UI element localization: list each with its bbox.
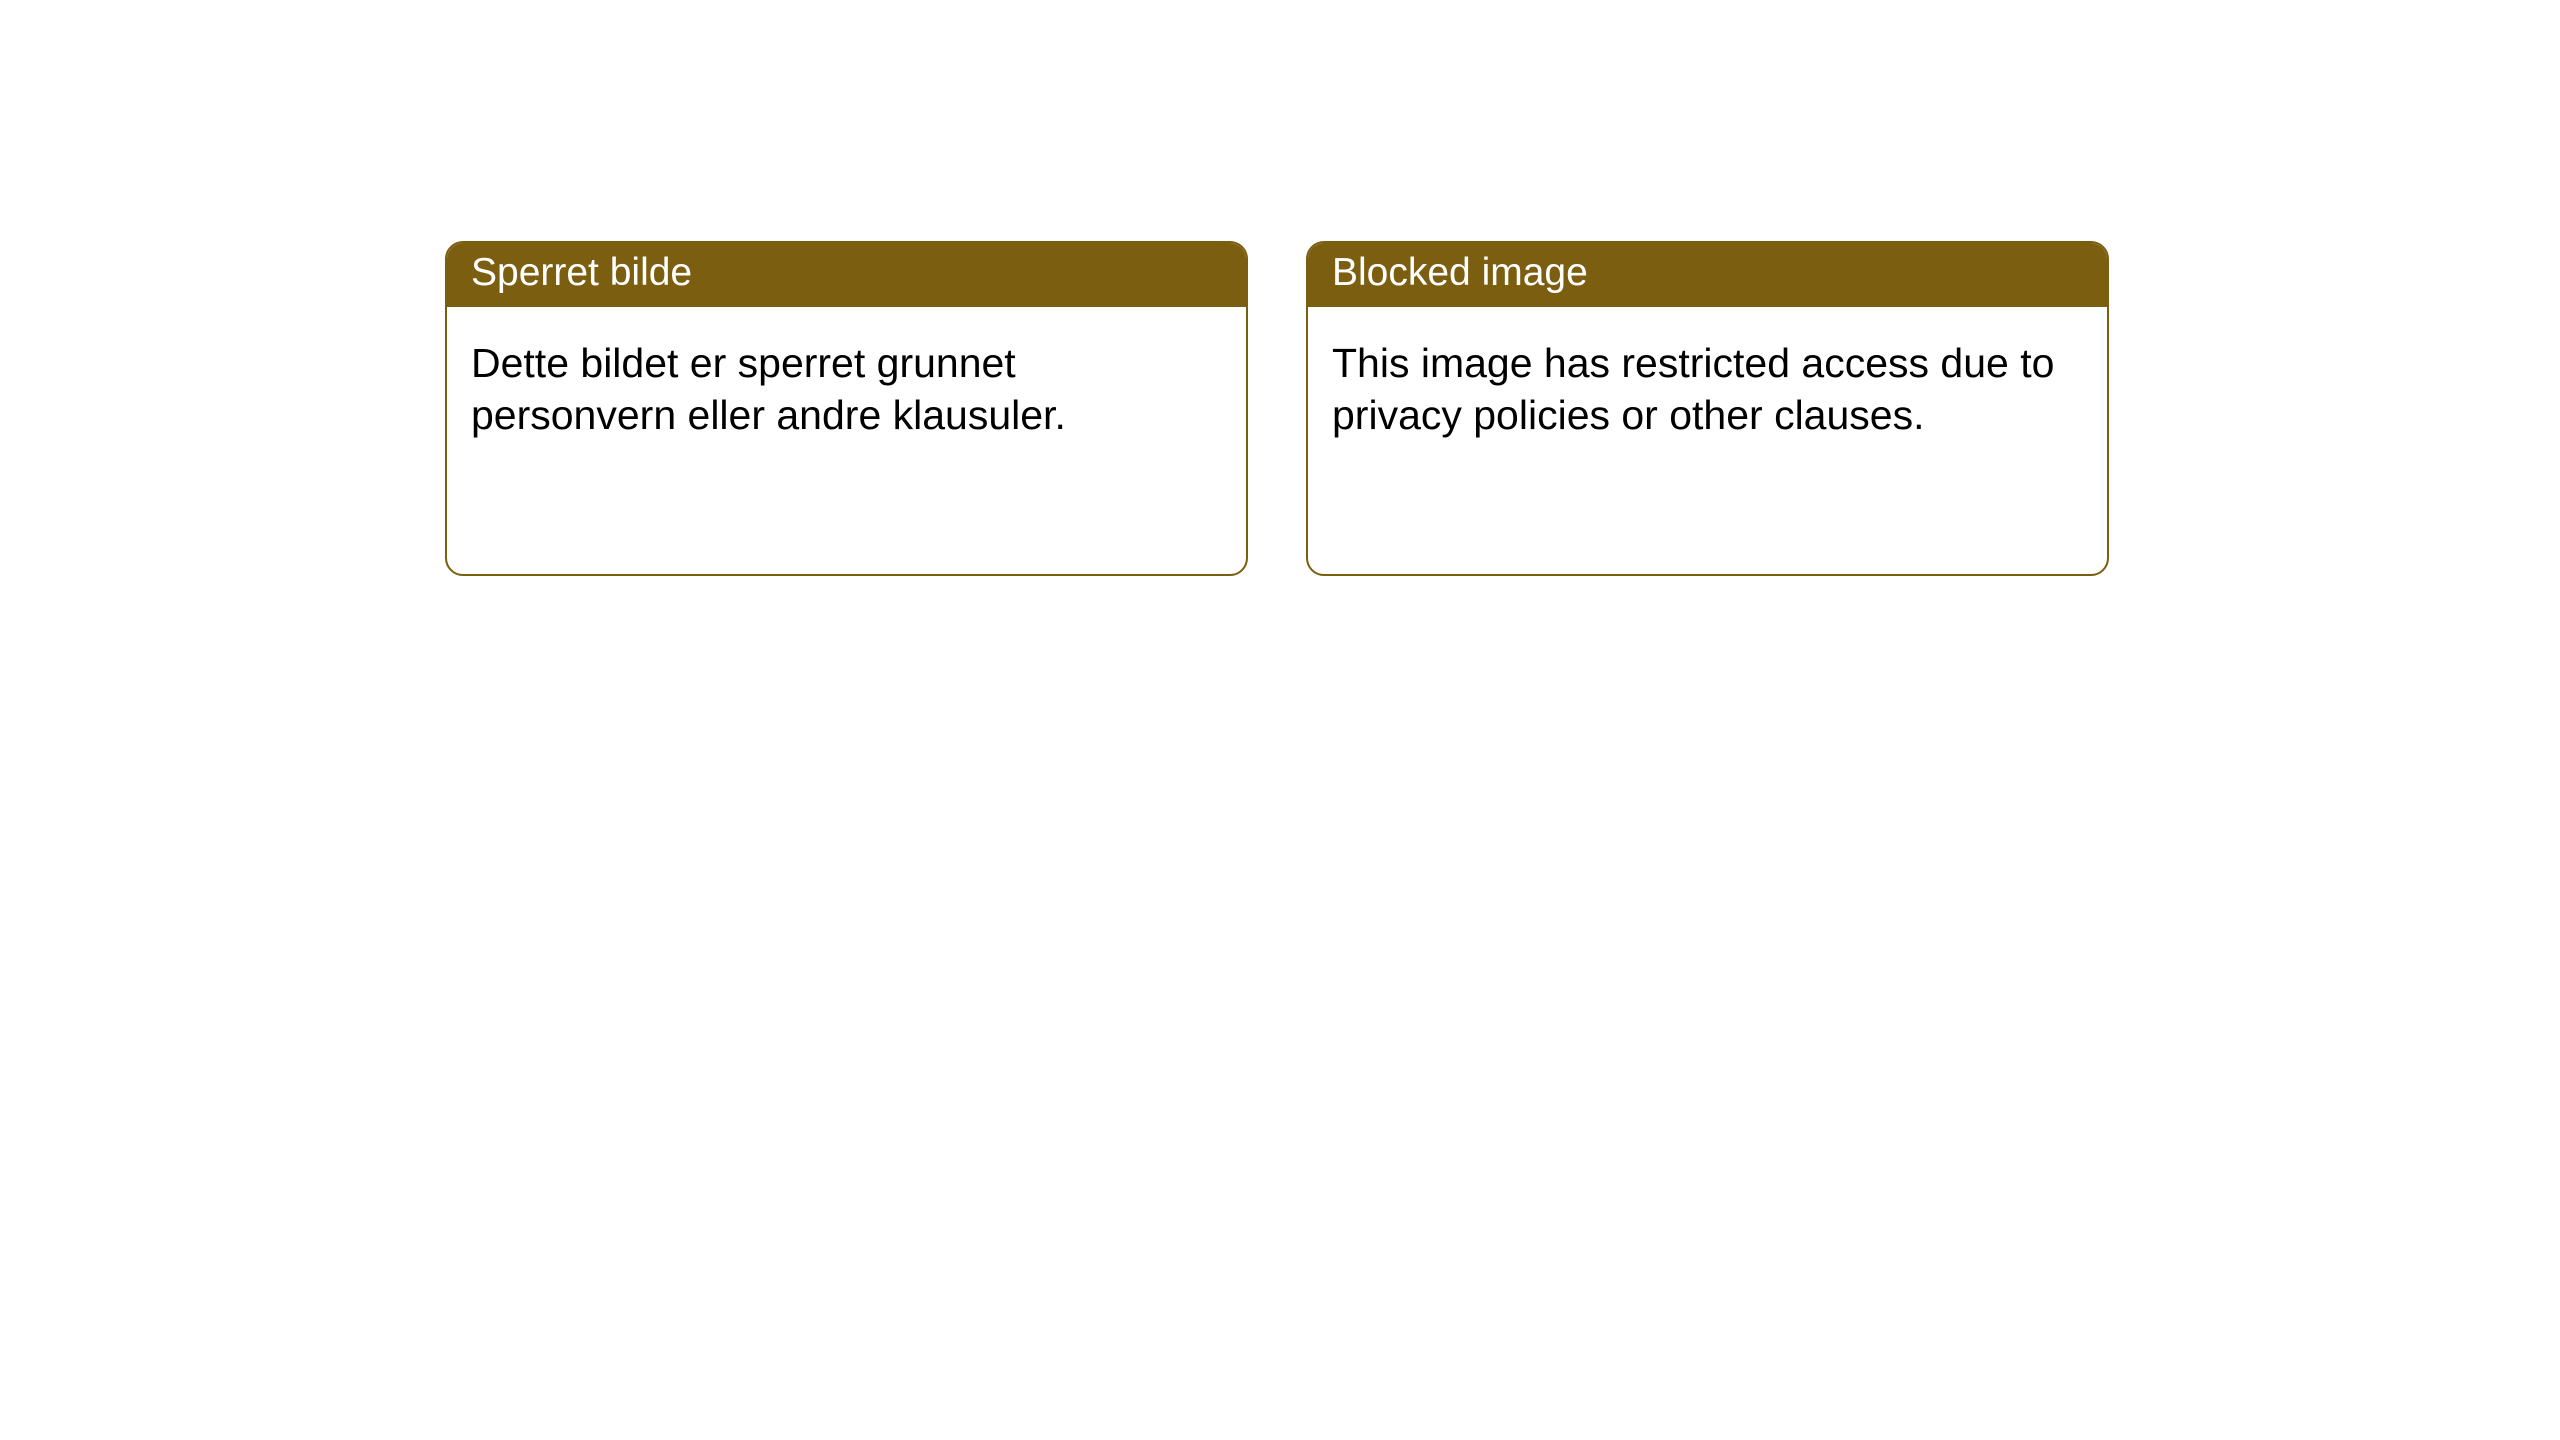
- notice-card-english: Blocked image This image has restricted …: [1306, 241, 2109, 576]
- notice-body: This image has restricted access due to …: [1308, 307, 2107, 466]
- notice-body: Dette bildet er sperret grunnet personve…: [447, 307, 1246, 466]
- notice-card-norwegian: Sperret bilde Dette bildet er sperret gr…: [445, 241, 1248, 576]
- notice-header: Sperret bilde: [447, 243, 1246, 307]
- notice-header: Blocked image: [1308, 243, 2107, 307]
- notice-container: Sperret bilde Dette bildet er sperret gr…: [0, 0, 2560, 576]
